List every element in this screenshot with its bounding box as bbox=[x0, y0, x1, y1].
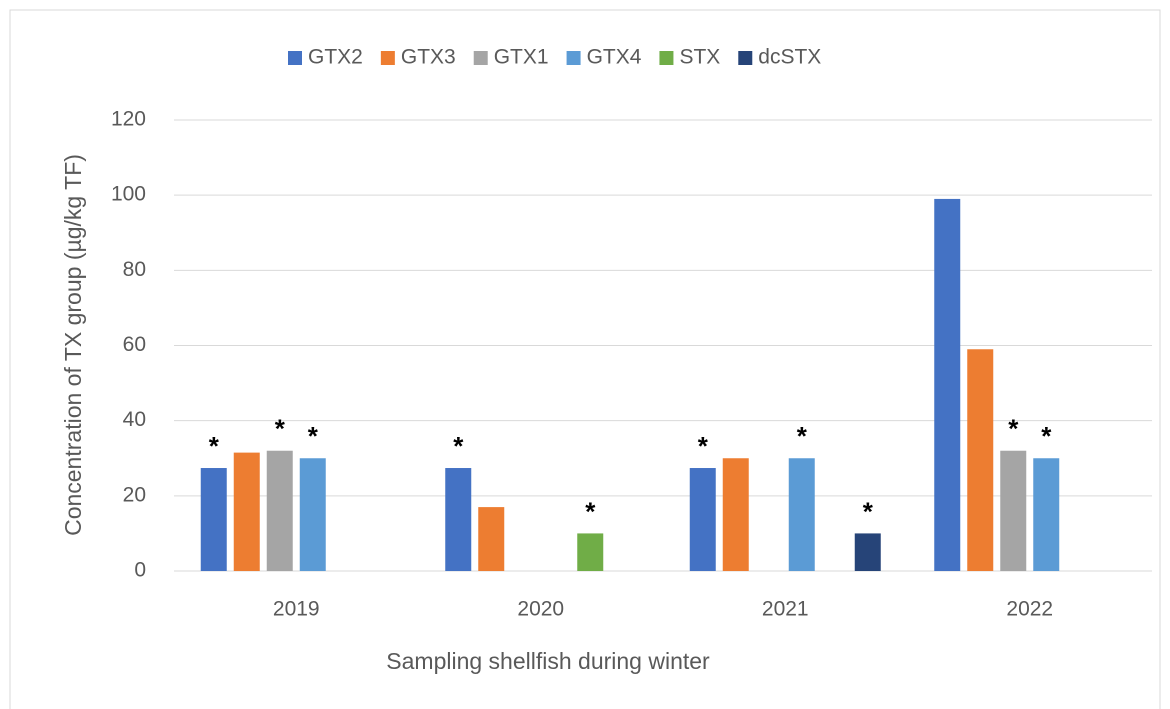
bar bbox=[266, 450, 293, 571]
significance-mark: * bbox=[1008, 414, 1019, 444]
y-tick-label: 120 bbox=[111, 108, 146, 131]
bar bbox=[577, 533, 604, 571]
bar bbox=[299, 458, 326, 571]
y-tick-label: 100 bbox=[111, 183, 146, 206]
bar bbox=[722, 458, 749, 571]
significance-mark: * bbox=[585, 496, 596, 526]
bar bbox=[854, 533, 881, 571]
bar bbox=[1000, 450, 1027, 571]
y-tick-label: 20 bbox=[123, 483, 146, 506]
x-axis-label: Sampling shellfish during winter bbox=[386, 648, 710, 674]
bar bbox=[934, 198, 961, 572]
significance-mark: * bbox=[453, 431, 464, 461]
legend-swatch bbox=[288, 51, 302, 65]
legend-swatch bbox=[659, 51, 674, 65]
x-tick-label: 2020 bbox=[517, 598, 564, 621]
significance-mark: * bbox=[1041, 421, 1052, 451]
bar bbox=[788, 458, 815, 571]
bar bbox=[200, 468, 227, 571]
legend-swatch bbox=[473, 51, 488, 65]
y-tick-label: 40 bbox=[123, 408, 146, 431]
bar bbox=[233, 452, 260, 571]
significance-mark: * bbox=[275, 414, 286, 444]
bar bbox=[478, 507, 505, 571]
legend-label: GTX4 bbox=[587, 46, 642, 69]
legend-label: GTX3 bbox=[401, 46, 456, 69]
legend-label: GTX1 bbox=[494, 46, 549, 69]
y-tick-label: 60 bbox=[123, 333, 146, 356]
significance-mark: * bbox=[863, 496, 874, 526]
x-tick-label: 2021 bbox=[762, 598, 809, 621]
legend-label: dcSTX bbox=[758, 46, 821, 69]
significance-mark: * bbox=[209, 431, 220, 461]
y-tick-label: 80 bbox=[123, 258, 146, 281]
significance-mark: * bbox=[797, 421, 808, 451]
significance-mark: * bbox=[698, 431, 709, 461]
legend-swatch bbox=[380, 51, 395, 65]
bar bbox=[1033, 458, 1060, 571]
y-tick-label: 0 bbox=[134, 559, 146, 582]
bar bbox=[689, 468, 716, 571]
legend-label: GTX2 bbox=[308, 46, 363, 69]
y-axis-label: Concentration of TX group (µg/kg TF) bbox=[60, 154, 86, 536]
legend-label: STX bbox=[679, 46, 720, 69]
significance-mark: * bbox=[308, 421, 319, 451]
legend-swatch bbox=[738, 51, 753, 65]
bar bbox=[967, 349, 994, 571]
x-tick-label: 2019 bbox=[273, 598, 320, 621]
legend-swatch bbox=[566, 51, 581, 65]
bar bbox=[445, 468, 472, 571]
x-tick-label: 2022 bbox=[1006, 598, 1053, 621]
